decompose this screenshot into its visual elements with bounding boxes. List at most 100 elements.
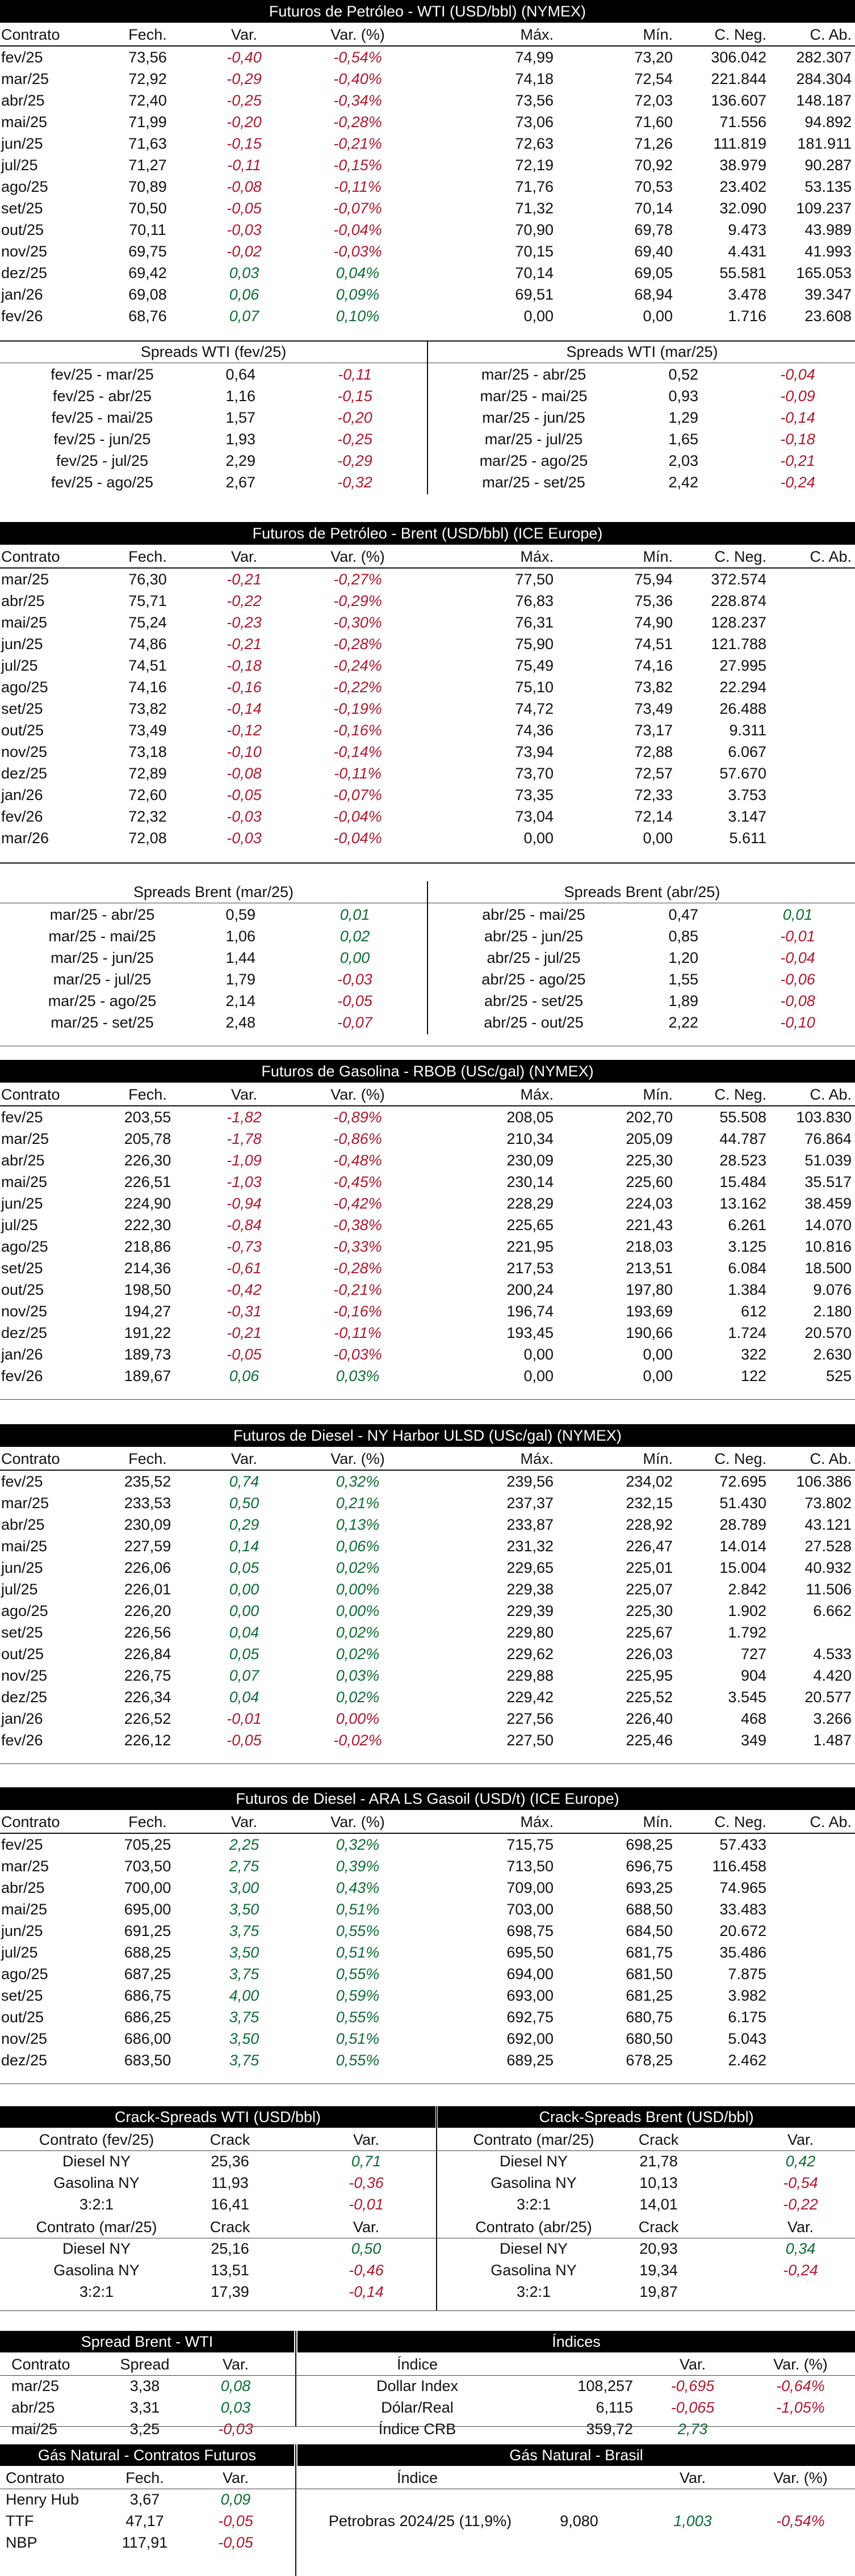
brent-header-6: C. Neg. [714,548,766,565]
rbob-cell: mai/25 [1,1173,48,1190]
ulsd-cell: 72.695 [719,1473,766,1490]
brent-cell: -0,19% [333,700,382,717]
spread-bw-cell: 3,25 [129,2421,160,2438]
wti-cell: 3.478 [728,286,766,303]
wti-cell: 72,19 [515,157,554,174]
wti-cell: 69,75 [128,243,167,260]
column-divider [436,2106,437,2310]
ulsd-cell: 0,02% [336,1624,380,1641]
wti-cell: 70,53 [634,178,673,195]
ulsd-cell: 226,06 [124,1559,171,1576]
indices-header-var: Var. [679,2356,706,2373]
wti-cell: -0,21% [333,135,382,152]
wti-cell: -0,07% [333,200,382,217]
ulsd-cell: 468 [740,1710,766,1727]
spread-cell: fev/25 - ago/25 [51,474,154,491]
ulsd-cell: 226,20 [124,1602,171,1619]
gasoil-cell: 3,75 [229,2009,259,2026]
rbob-cell: -0,94 [227,1195,262,1212]
brent-cell: 73,70 [515,765,554,782]
brent-cell: -0,05 [227,786,262,803]
rbob-cell: 197,80 [626,1281,673,1298]
gasoil-cell: 713,50 [506,1858,554,1875]
spread-bw-cell: -0,03 [218,2421,253,2438]
brent-cell: 26.488 [719,700,766,717]
spread-cell: -0,11 [338,366,372,383]
brent-header-0: Contrato [1,548,60,565]
gasoil-cell: 698,25 [626,1836,673,1853]
ulsd-cell: 235,52 [124,1473,171,1490]
divider [0,1399,855,1400]
gasoil-cell [769,1834,852,1855]
gasoil-cell: 687,25 [124,1965,171,1982]
ulsd-cell: 0,00 [229,1581,259,1598]
wti-cell: 69,42 [128,264,167,281]
gasoil-cell: 3,50 [229,1901,259,1918]
crack-cell: 13,51 [211,2262,249,2279]
wti-cell: 72,54 [634,70,673,87]
divider [0,2083,855,2084]
spread-cell: 1,57 [225,409,255,426]
rbob-cell: 196,74 [506,1303,554,1320]
gasoil-cell: 700,00 [124,1879,171,1896]
gasoil-cell [769,2028,852,2049]
crack-cell: -0,36 [349,2174,384,2191]
wti-cell: 94.892 [804,113,852,131]
ulsd-cell: 225,01 [626,1559,673,1576]
brent-cell: 73,18 [128,743,167,760]
brent-header-4: Máx. [520,548,554,565]
gasoil-cell: 680,50 [626,2030,673,2047]
rbob-cell: 13.162 [719,1195,766,1212]
wti-cell: 0,04% [336,264,380,281]
wti-cell: -0,03 [227,221,262,238]
gasoil-cell: 689,25 [506,2052,554,2069]
rbob-cell: 9.076 [813,1281,852,1298]
ulsd-cell: 225,46 [626,1732,673,1749]
crack-cell: 19,87 [639,2283,678,2300]
wti-cell: 69,05 [634,264,673,281]
rbob-header-0: Contrato [1,1086,60,1103]
wti-cell: 70,14 [634,200,673,217]
brent-cell: -0,03 [227,808,262,825]
spread-cell: 2,42 [668,474,698,491]
rbob-cell: 3.125 [728,1238,766,1255]
spread-cell: mar/25 - abr/25 [49,906,155,923]
gasoil-cell: 3,75 [229,1965,259,1982]
brent-cell: 74,36 [515,722,554,739]
spread-cell: mar/25 - mai/25 [48,928,156,945]
spread-cell: -0,15 [337,388,372,405]
brent-cell: -0,08 [227,765,262,782]
spread-cell: -0,09 [780,388,815,405]
ulsd-cell: 28.789 [719,1516,766,1533]
rbob-cell: 222,30 [124,1217,171,1234]
gasoil-cell: 680,75 [626,2009,673,2026]
ulsd-cell: dez/25 [1,1689,48,1706]
crack-cell: Diesel NY [499,2153,568,2170]
spread-cell: 0,02 [340,928,370,945]
rbob-cell: 193,69 [626,1303,673,1320]
ulsd-cell: 226,01 [124,1581,171,1598]
rbob-cell: 225,30 [626,1152,673,1169]
ulsd-cell: set/25 [1,1624,43,1641]
ulsd-cell [769,1622,852,1643]
spread-cell: 1,20 [668,949,698,966]
rbob-cell: -0,21% [333,1281,382,1298]
rbob-cell: 322 [740,1346,766,1363]
ulsd-cell: -0,05 [227,1732,262,1749]
spread-bw-header: Var. [222,2356,249,2373]
gasoil-cell: 681,50 [626,1965,673,1982]
brent-header-7: C. Ab. [810,548,852,565]
brent-cell: -0,27% [333,571,382,588]
ulsd-cell: 20.577 [804,1689,852,1706]
crack-brent-var-header: Var. [787,2131,814,2148]
ulsd-cell: 27.528 [804,1538,852,1555]
ulsd-cell: abr/25 [1,1516,45,1533]
wti-header-1: Fech. [128,26,167,43]
wti-cell: -0,05 [227,200,262,217]
rbob-cell: 213,51 [626,1260,673,1277]
brent-cell: set/25 [1,700,43,717]
brent-header-3: Var. (%) [330,548,385,565]
indices-cell: 2,73 [677,2421,708,2438]
brent-header-5: Mín. [643,548,673,565]
wti-cell: -0,08 [227,178,262,195]
